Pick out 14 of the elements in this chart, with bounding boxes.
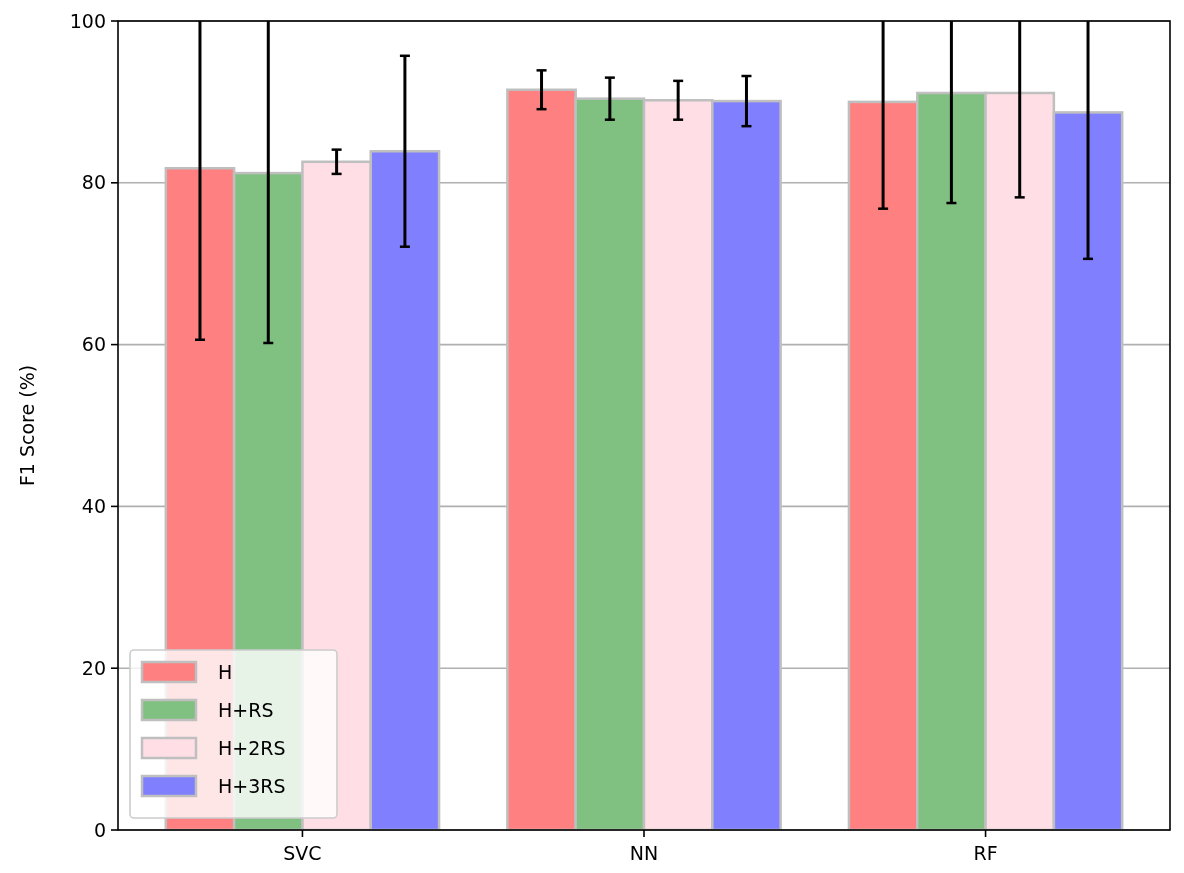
y-tick-label: 0 (93, 818, 106, 841)
y-tick-label: 60 (81, 333, 106, 356)
x-tick-label: NN (629, 842, 659, 864)
legend-label: H+RS (218, 698, 274, 721)
y-tick-label: 40 (81, 495, 106, 518)
legend-label: H+3RS (218, 774, 286, 797)
y-tick-label: 20 (81, 656, 106, 679)
y-tick-label: 80 (81, 171, 106, 194)
legend-label: H (218, 660, 233, 683)
y-tick-label: 100 (69, 9, 106, 32)
x-tick-label: RF (973, 842, 998, 864)
y-axis-title: F1 Score (%) (16, 364, 38, 487)
legend-label: H+2RS (218, 736, 286, 759)
x-tick-label: SVC (283, 842, 322, 864)
